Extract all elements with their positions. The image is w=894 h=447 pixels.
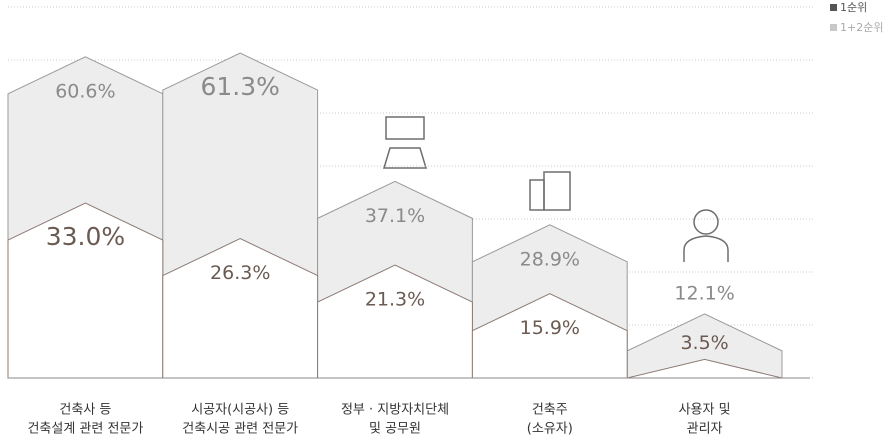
- x-tick-label: 건축주: [532, 403, 568, 418]
- value-label: 37.1%: [365, 205, 425, 227]
- legend-label: 1+2순위: [840, 21, 883, 34]
- x-tick-label: 사용자 및: [679, 403, 731, 418]
- x-tick-label: 건축설계 관련 전문가: [27, 422, 143, 437]
- value-label: 21.3%: [365, 289, 425, 311]
- legend-swatch: [830, 4, 837, 11]
- x-tick-label: (소유자): [527, 422, 573, 437]
- x-tick-label: 및 공무원: [369, 422, 421, 437]
- x-tick-label: 시공자(시공사) 등: [191, 403, 289, 418]
- value-label: 12.1%: [674, 282, 734, 304]
- value-label: 26.3%: [210, 262, 270, 284]
- value-label: 33.0%: [46, 222, 125, 251]
- x-tick-label: 관리자: [687, 422, 723, 437]
- legend-label: 1순위: [840, 1, 867, 14]
- icon-building: [529, 179, 545, 211]
- icon-person: [693, 209, 719, 235]
- icon-person: [683, 235, 729, 262]
- value-label: 3.5%: [680, 332, 728, 354]
- value-label: 15.9%: [520, 317, 580, 339]
- value-label: 28.9%: [520, 248, 580, 270]
- icon-book: [385, 116, 425, 140]
- icon-building: [543, 171, 571, 211]
- legend-swatch: [830, 24, 837, 31]
- value-label: 60.6%: [55, 80, 115, 102]
- x-tick-label: 건축시공 관련 전문가: [182, 422, 298, 437]
- icon-suit: [382, 147, 428, 169]
- value-label: 61.3%: [200, 72, 279, 101]
- x-tick-label: 건축사 등: [59, 403, 111, 418]
- x-tick-label: 정부 · 지방자치단체: [341, 403, 449, 418]
